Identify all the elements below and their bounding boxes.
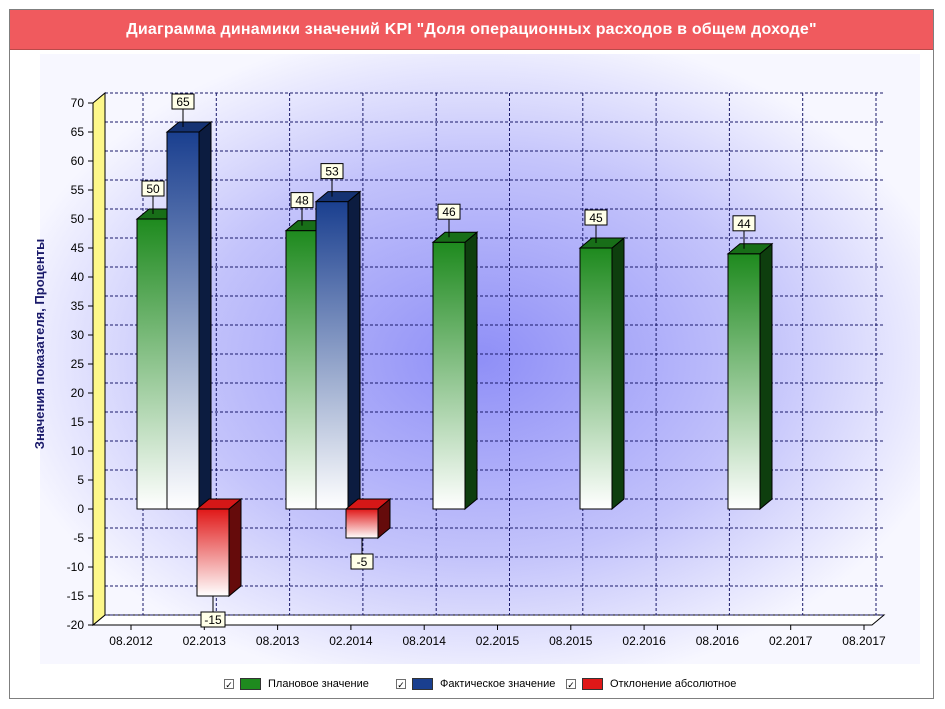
bar-side	[611, 236, 625, 511]
y-tick-label: 10	[71, 444, 85, 458]
bar	[431, 231, 479, 511]
data-label: 65	[176, 95, 190, 109]
data-label: -5	[357, 555, 368, 569]
legend-item-fact[interactable]: ✓ Фактическое значение	[396, 678, 555, 690]
chart-plot: 7065605550454035302520151050-5-10-15-20З…	[32, 54, 920, 664]
x-tick-label: 02.2017	[769, 634, 813, 648]
legend-swatch-fact	[412, 678, 433, 690]
y-tick-label: 20	[71, 386, 85, 400]
bar-front	[196, 508, 230, 597]
bar	[344, 497, 392, 540]
bar-side	[464, 231, 478, 511]
bar-side	[759, 242, 773, 511]
bar-front	[432, 241, 466, 510]
x-tick-label: 02.2013	[183, 634, 227, 648]
y-tick-label: 25	[71, 357, 85, 371]
data-label: 46	[442, 205, 456, 219]
data-label-box	[584, 209, 608, 226]
bar-top	[165, 121, 213, 133]
legend-item-deviation[interactable]: ✓ Отклонение абсолютное	[566, 678, 736, 690]
x-tick-label: 08.2015	[549, 634, 593, 648]
bar	[165, 120, 213, 511]
bar-front	[579, 247, 613, 510]
bar-top	[726, 243, 774, 255]
data-label: 44	[737, 217, 751, 231]
bar-top	[578, 237, 626, 249]
y-tick-label: 55	[71, 183, 85, 197]
chart-title: Диаграмма динамики значений KPI "Доля оп…	[126, 20, 817, 38]
bar-front	[136, 218, 170, 510]
x-tick-label: 08.2016	[696, 634, 740, 648]
bar-top	[314, 191, 362, 203]
bar-top	[431, 231, 479, 243]
data-label-box	[290, 192, 314, 209]
bar-side	[347, 190, 361, 511]
y-tick-label: 45	[71, 241, 85, 255]
bar	[726, 242, 774, 511]
y-tick-label: -5	[73, 531, 84, 545]
y-axis-label: Значения показателя, Проценты	[32, 239, 47, 449]
x-tick-label: 08.2012	[109, 634, 153, 648]
data-label: 45	[589, 211, 603, 225]
data-label: 53	[325, 165, 339, 179]
title-bar: Диаграмма динамики значений KPI "Доля оп…	[10, 10, 933, 50]
y-axis-wall	[92, 91, 106, 627]
chart-frame: Диаграмма динамики значений KPI "Доля оп…	[9, 9, 934, 699]
legend-swatch-plan	[240, 678, 261, 690]
legend-label-fact: Фактическое значение	[440, 678, 556, 690]
y-tick-label: 0	[77, 502, 84, 516]
y-tick-label: 60	[71, 154, 85, 168]
bar-front	[315, 201, 349, 510]
y-tick-label: 50	[71, 212, 85, 226]
data-label: -15	[204, 613, 222, 627]
bar-side	[228, 497, 242, 598]
y-tick-label: 40	[71, 270, 85, 284]
legend-item-plan[interactable]: ✓ Плановое значение	[224, 678, 369, 690]
data-label: 50	[146, 182, 160, 196]
x-tick-label: 08.2014	[403, 634, 447, 648]
legend-checkbox-deviation[interactable]: ✓	[566, 679, 576, 690]
y-tick-label: 5	[77, 473, 84, 487]
data-label-box	[437, 203, 461, 220]
y-tick-label: -15	[67, 589, 85, 603]
bar	[578, 236, 626, 511]
bar-front	[345, 508, 379, 539]
x-tick-label: 02.2015	[476, 634, 520, 648]
y-tick-label: 65	[71, 125, 85, 139]
legend-label-deviation: Отклонение абсолютное	[610, 678, 737, 690]
data-label-box	[141, 180, 165, 197]
bar	[314, 190, 362, 511]
x-tick-label: 08.2017	[842, 634, 886, 648]
data-label-box	[320, 163, 344, 180]
y-tick-label: 30	[71, 328, 85, 342]
data-label-box	[350, 553, 374, 570]
bar-side	[198, 120, 212, 511]
bar-front	[166, 131, 200, 510]
x-tick-label: 02.2016	[622, 634, 666, 648]
data-label-box	[200, 611, 226, 628]
y-tick-label: 35	[71, 299, 85, 313]
y-tick-label: -10	[67, 560, 85, 574]
data-label: 48	[295, 194, 309, 208]
bar-front	[727, 253, 761, 510]
bar	[195, 497, 243, 598]
y-tick-label: 15	[71, 415, 85, 429]
bar-front	[285, 230, 319, 510]
legend-swatch-deviation	[582, 678, 603, 690]
legend-checkbox-fact[interactable]: ✓	[396, 679, 406, 690]
data-label-box	[732, 215, 756, 232]
x-tick-label: 08.2013	[256, 634, 300, 648]
bar-top	[195, 498, 243, 510]
x-tick-label: 02.2014	[329, 634, 373, 648]
legend-checkbox-plan[interactable]: ✓	[224, 679, 234, 690]
bar-top	[344, 498, 392, 510]
y-tick-label: 70	[71, 96, 85, 110]
legend-label-plan: Плановое значение	[268, 678, 369, 690]
y-tick-label: -20	[67, 618, 85, 632]
data-label-box	[171, 93, 195, 110]
